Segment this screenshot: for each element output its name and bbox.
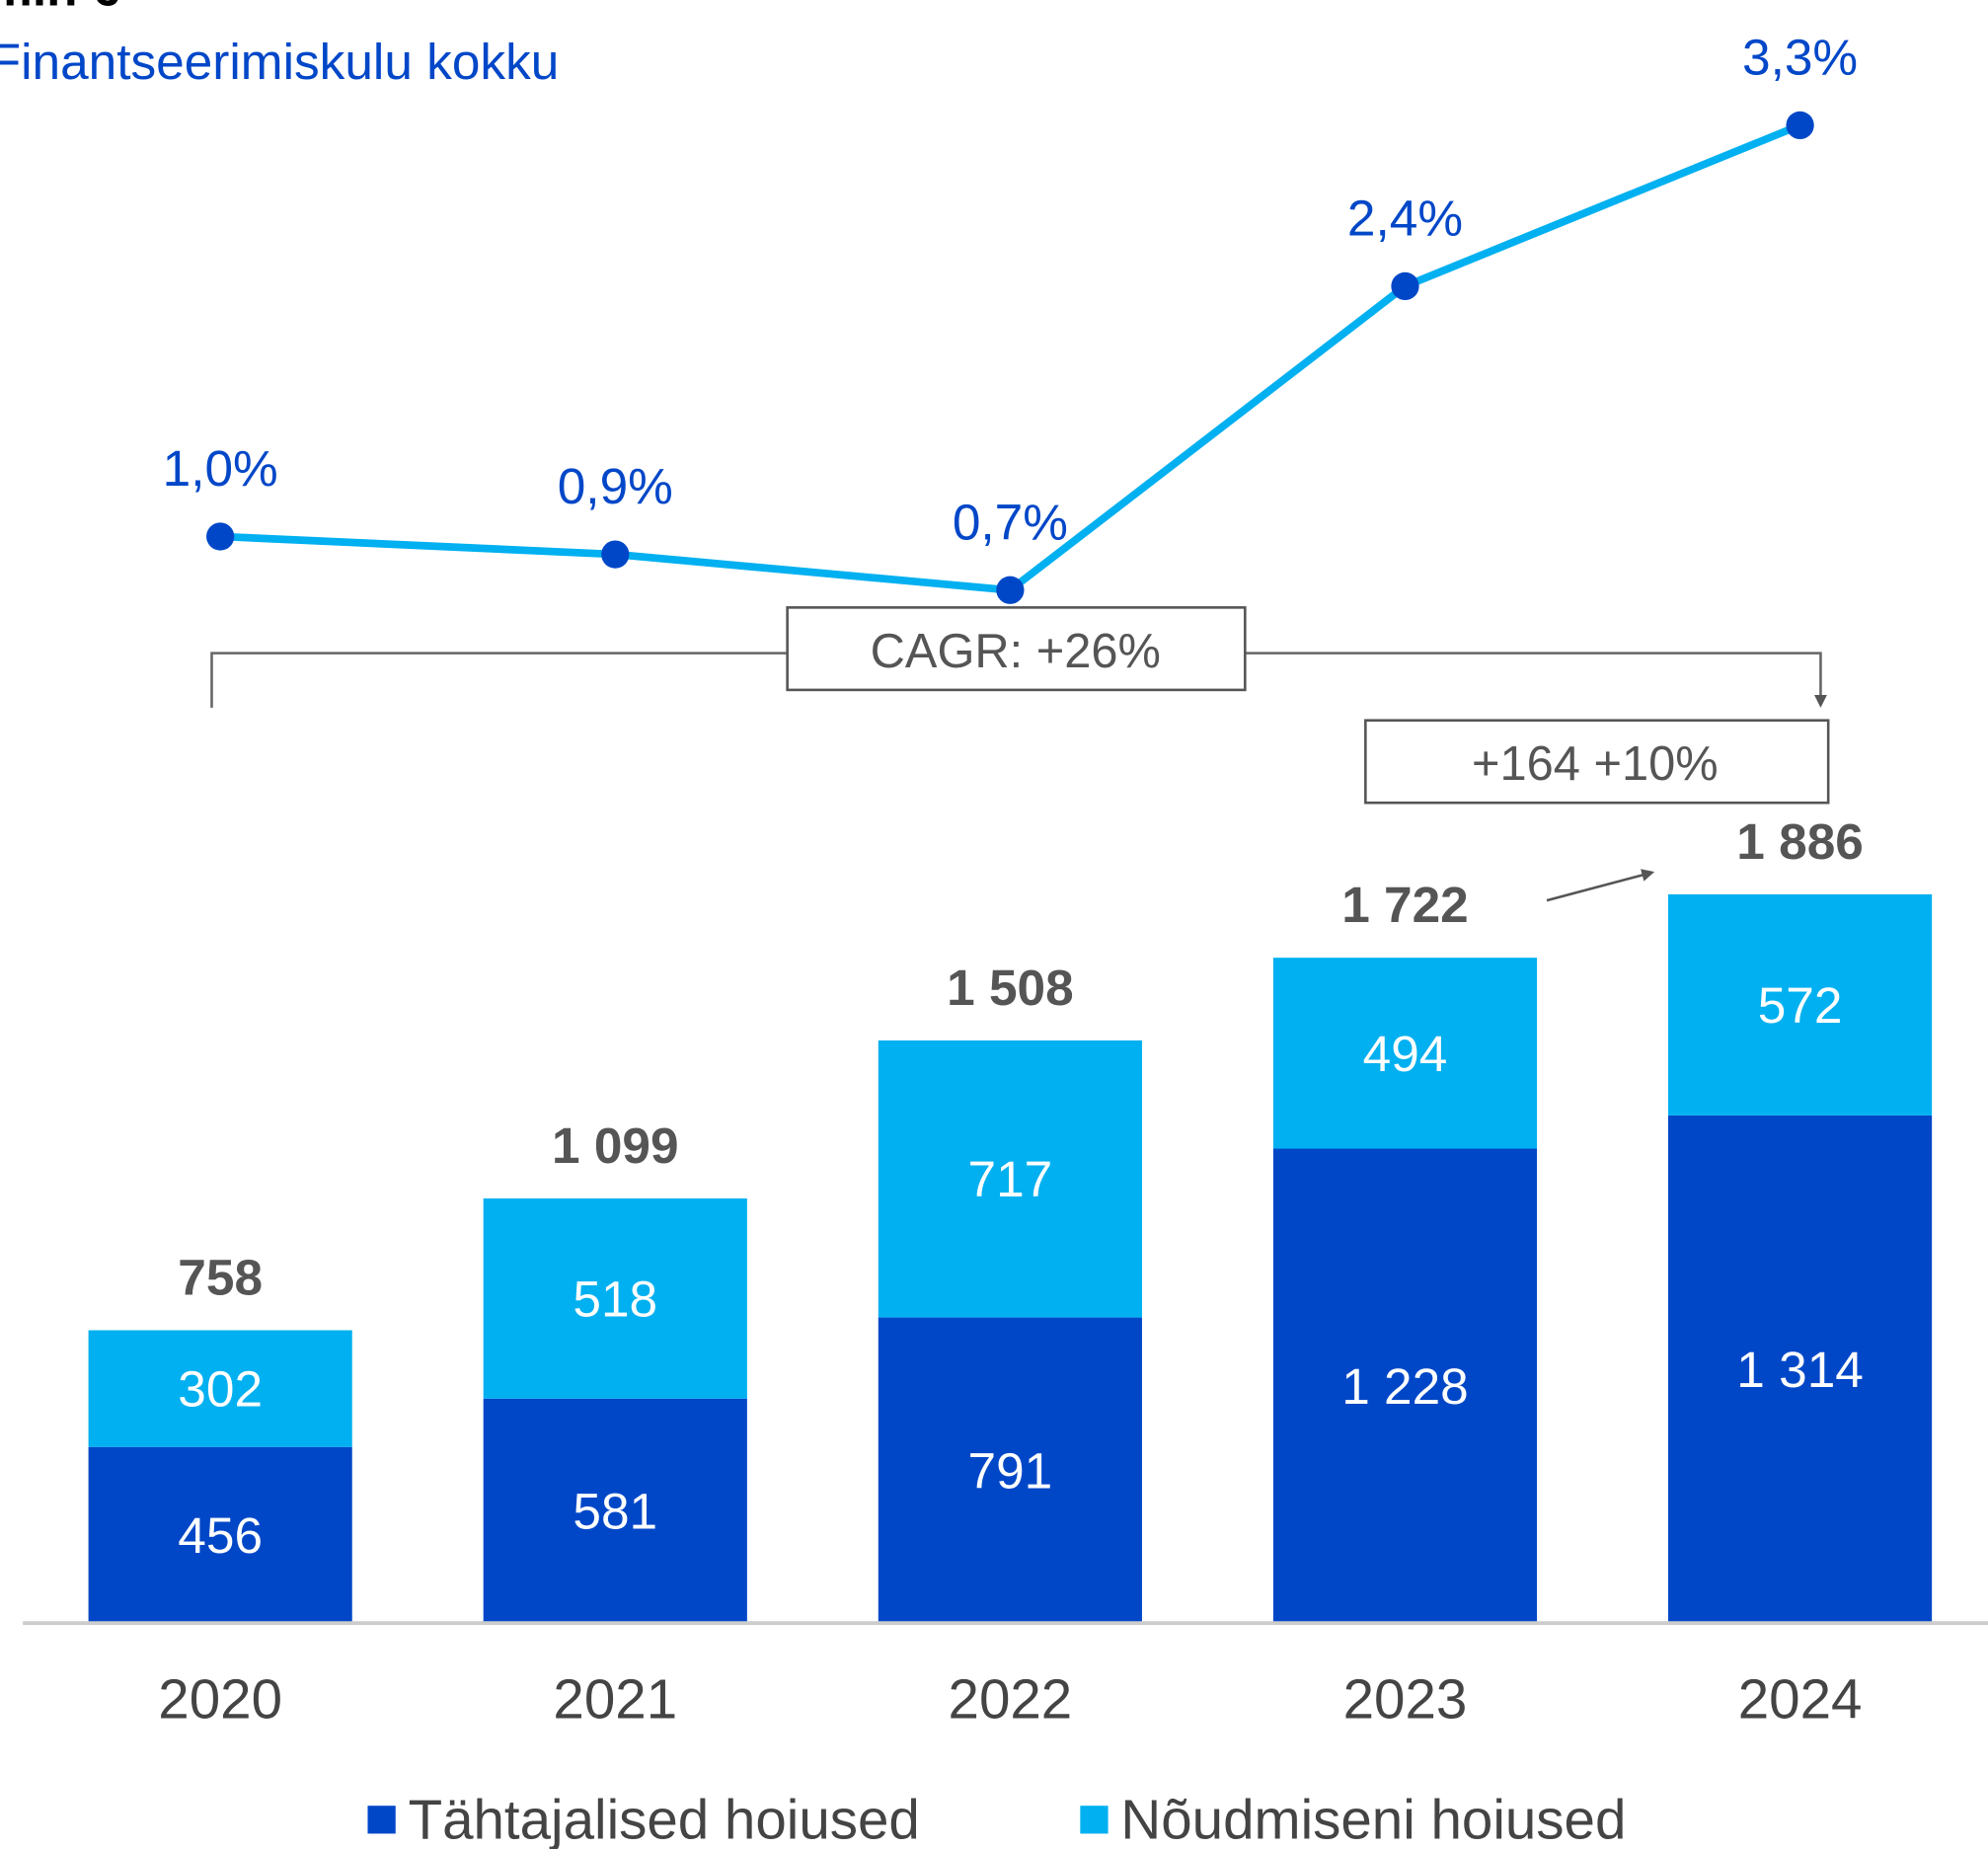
bar-value-label: 581 [573, 1482, 657, 1539]
x-tick-label: 2022 [949, 1668, 1073, 1731]
bar-segment [878, 1317, 1142, 1624]
change-box [1364, 719, 1830, 805]
bar-value-label: 494 [1363, 1025, 1448, 1082]
bar-segment [483, 1398, 747, 1624]
bar-value-label: 791 [968, 1441, 1053, 1499]
bar-segment [88, 1330, 352, 1447]
bar-value-label: 1 228 [1341, 1357, 1469, 1415]
change-label: +164 +10% [1472, 737, 1719, 791]
legend-label: Nõudmiseni hoiused [1120, 1789, 1626, 1849]
line-marker [206, 522, 235, 551]
bar-total-label: 1 099 [552, 1117, 679, 1174]
x-tick-label: 2024 [1738, 1668, 1863, 1731]
bar-segment [1668, 893, 1933, 1116]
line-value-label: 2,4% [1347, 190, 1463, 247]
bar-value-label: 456 [178, 1506, 263, 1564]
cagr-bracket [210, 652, 1821, 708]
bar-segment [88, 1446, 352, 1624]
cagr-label: CAGR: +26% [871, 625, 1161, 678]
bar-value-label: 717 [968, 1150, 1053, 1207]
line-marker [996, 576, 1025, 604]
bar-value-label: 518 [573, 1270, 657, 1327]
bar-value-label: 572 [1758, 976, 1843, 1034]
bar-value-label: 1 314 [1736, 1341, 1864, 1398]
line-value-label: 0,9% [558, 457, 673, 514]
line-marker [601, 540, 630, 569]
x-tick-label: 2020 [158, 1668, 282, 1731]
legend-label: Tähtajalised hoiused [409, 1789, 920, 1849]
bar-segment [483, 1198, 747, 1399]
line-series-title: Finantseerimiskulu kokku [0, 33, 559, 90]
x-tick-label: 2023 [1343, 1668, 1468, 1731]
x-tick-label: 2021 [553, 1668, 677, 1731]
bar-value-label: 302 [178, 1360, 263, 1418]
bar-total-label: 1 508 [947, 959, 1074, 1016]
unit-label: mln € [0, 0, 119, 16]
bar-total-label: 1 722 [1341, 876, 1469, 933]
line-value-label: 1,0% [163, 439, 278, 497]
line-marker [1391, 271, 1419, 301]
legend-swatch [367, 1806, 396, 1834]
bar-total-label: 1 886 [1736, 812, 1864, 870]
line-value-label: 0,7% [953, 493, 1068, 550]
bar-segment [1272, 1148, 1538, 1624]
cagr-box [786, 606, 1247, 692]
bar-segment [878, 1040, 1142, 1318]
line-value-label: 3,3% [1742, 29, 1858, 86]
bar-segment [1668, 1115, 1933, 1624]
change-arrow [1546, 869, 1655, 902]
legend-swatch [1080, 1806, 1109, 1834]
bar-total-label: 758 [178, 1249, 263, 1306]
bar-segment [1272, 958, 1538, 1149]
line-marker [1786, 111, 1814, 140]
